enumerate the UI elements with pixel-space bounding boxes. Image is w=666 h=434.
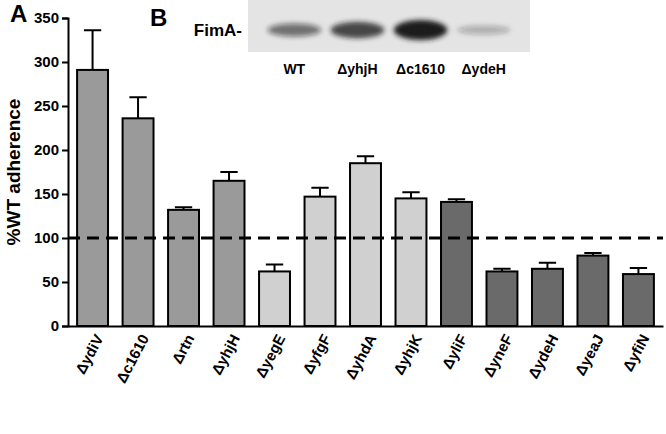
y-tick: 150 [34,185,68,202]
bar [532,269,563,326]
error-bar [539,263,556,269]
x-tick: ΔyeaJ [571,326,607,378]
error-bar [493,269,510,272]
bar [214,181,245,326]
bar [350,163,381,326]
y-tick-label: 0 [51,317,59,334]
blot-band [457,26,511,34]
x-tick-label: ΔydiV [72,331,107,376]
bar [441,202,472,326]
x-tick: ΔyhjH [208,326,243,378]
x-axis-line [69,326,664,328]
x-tick-label: ΔydeH [524,331,561,381]
x-tick: ΔyfiN [619,326,652,374]
x-tick-label: Δc1610 [112,331,152,385]
lane-label: ΔyhjH [337,61,377,77]
x-tick-label: ΔyhdA [342,331,380,382]
y-tick: 300 [34,53,68,70]
y-tick-label: 50 [42,273,59,290]
blot-background [248,0,530,52]
error-bar [630,268,647,274]
bar [623,274,654,326]
y-tick-label: 150 [34,185,59,202]
error-bar [357,156,374,163]
x-tick-label: ΔyegE [252,331,289,380]
x-tick: ΔyhjK [390,326,425,378]
x-tick: ΔyhdA [342,326,380,382]
x-tick-label: ΔyfiN [619,331,652,374]
reference-line [68,237,663,240]
bar [77,70,108,326]
x-tick-label: ΔyhjK [390,331,425,377]
y-tick-label: 100 [34,229,59,246]
error-bar [448,199,465,202]
x-tick-label: ΔyeaJ [571,331,607,378]
error-bar [220,172,237,181]
y-tick: 350 [34,9,68,26]
blot-band [331,22,385,38]
y-tick-label: 200 [34,141,59,158]
y-tick: 50 [42,273,68,290]
x-axis: ΔydiVΔc1610 Δrtn ΔyhjH ΔyegE ΔyfgFΔyhdA ΔyhjK… [69,326,664,386]
panel-label: B [150,4,167,31]
error-bar [129,97,146,118]
x-tick-label: Δrtn [168,331,197,366]
bar [396,198,427,326]
y-tick-label: 350 [34,9,59,26]
x-tick: ΔyliF [438,326,470,372]
y-tick-mark [62,194,68,196]
lane-label: ΔydeH [462,61,506,77]
bar [259,271,290,326]
x-tick: Δc1610 [112,326,152,386]
error-bar [584,253,601,256]
x-tick: ΔydeH [524,326,561,381]
lane-label: Δc1610 [396,61,445,77]
y-axis: 0 50 100 150 200 250 300 350 [34,9,69,334]
x-tick: Δrtn [168,326,197,366]
y-tick-mark [62,326,68,328]
x-tick: ΔyfgF [299,326,334,377]
bar [305,197,336,326]
y-tick: 250 [34,97,68,114]
bar [168,210,199,326]
blot-band [267,24,321,37]
y-tick-label: 250 [34,97,59,114]
x-tick: ΔyegE [252,326,289,380]
lane-label: WT [283,61,305,77]
y-axis-line [62,19,69,327]
y-tick: 0 [51,317,68,334]
blot-band [394,20,448,40]
blot [248,0,530,52]
error-bar [84,30,101,70]
y-tick: 200 [34,141,68,158]
plot-area [68,30,663,326]
bar [577,256,608,326]
blot-label: FimA- [194,21,242,40]
chart: 050100150200250300350ΔydiVΔc1610ΔrtnΔyhj… [0,0,666,434]
x-tick: ΔyneF [479,326,516,380]
error-bar [266,264,283,271]
x-tick-label: ΔyliF [438,331,470,371]
error-bar [311,188,328,197]
bar [487,271,518,326]
error-bar [175,207,192,210]
y-tick-mark [62,106,68,108]
y-tick-mark [62,282,68,284]
y-tick-mark [62,150,68,152]
x-tick: ΔydiV [72,326,107,377]
y-axis-title: %WT adherence [3,99,24,246]
y-tick-mark [62,238,68,240]
error-bar [402,192,419,198]
y-tick-label: 300 [34,53,59,70]
x-tick-label: ΔyneF [479,331,516,379]
panel-label: A [10,0,27,27]
y-tick: 100 [34,229,68,246]
x-tick-label: ΔyhjH [208,331,243,377]
x-tick-label: ΔyfgF [299,331,334,376]
bar [123,118,154,326]
y-tick-mark [62,62,68,64]
y-tick-mark [62,18,68,20]
